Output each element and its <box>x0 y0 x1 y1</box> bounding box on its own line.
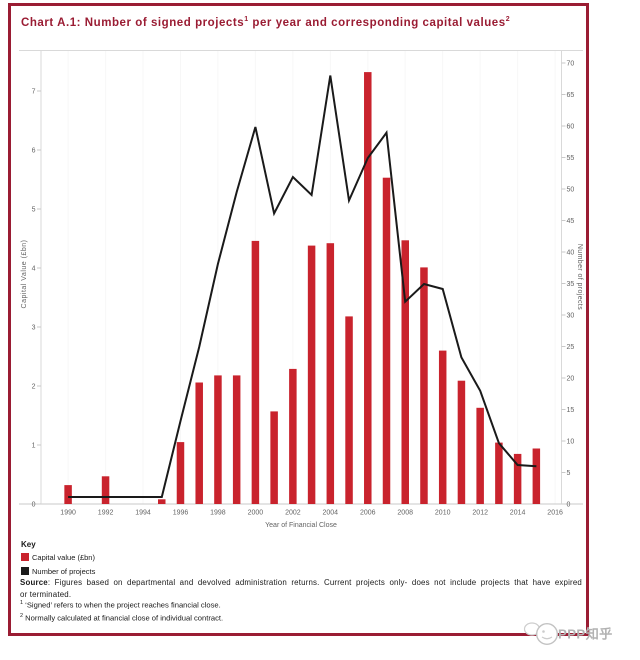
svg-text:2: 2 <box>32 384 36 391</box>
svg-text:2008: 2008 <box>397 510 413 517</box>
svg-text:30: 30 <box>567 313 575 320</box>
svg-text:65: 65 <box>567 92 575 99</box>
svg-text:Number of projects: Number of projects <box>576 244 583 310</box>
svg-text:1990: 1990 <box>60 510 76 517</box>
svg-text:15: 15 <box>567 407 575 414</box>
svg-text:7: 7 <box>32 89 36 96</box>
svg-text:40: 40 <box>567 250 575 257</box>
svg-text:2004: 2004 <box>323 510 339 517</box>
svg-text:2010: 2010 <box>435 510 451 517</box>
svg-text:20: 20 <box>567 376 575 383</box>
svg-text:1994: 1994 <box>135 510 151 517</box>
svg-text:50: 50 <box>567 187 575 194</box>
svg-text:Year of Financial Close: Year of Financial Close <box>265 522 337 529</box>
svg-text:60: 60 <box>567 124 575 131</box>
svg-text:2006: 2006 <box>360 510 376 517</box>
svg-text:0: 0 <box>567 502 571 509</box>
svg-text:2000: 2000 <box>248 510 264 517</box>
svg-text:5: 5 <box>32 207 36 214</box>
svg-text:45: 45 <box>567 218 575 225</box>
svg-text:Capital Value (£bn): Capital Value (£bn) <box>21 240 28 309</box>
svg-text:3: 3 <box>32 325 36 332</box>
svg-text:1: 1 <box>32 443 36 450</box>
svg-text:0: 0 <box>32 502 36 509</box>
svg-text:2014: 2014 <box>510 510 526 517</box>
svg-text:6: 6 <box>32 148 36 155</box>
svg-text:4: 4 <box>32 266 36 273</box>
svg-text:70: 70 <box>567 61 575 68</box>
svg-text:1998: 1998 <box>210 510 226 517</box>
svg-text:2012: 2012 <box>472 510 488 517</box>
svg-text:10: 10 <box>567 439 575 446</box>
svg-text:5: 5 <box>567 470 571 477</box>
svg-text:PPP知乎: PPP知乎 <box>558 626 613 642</box>
svg-text:1992: 1992 <box>98 510 114 517</box>
svg-text:2002: 2002 <box>285 510 301 517</box>
svg-text:35: 35 <box>567 281 575 288</box>
svg-text:2016: 2016 <box>547 510 563 517</box>
svg-text:25: 25 <box>567 344 575 351</box>
svg-text:1996: 1996 <box>173 510 189 517</box>
svg-text:55: 55 <box>567 155 575 162</box>
